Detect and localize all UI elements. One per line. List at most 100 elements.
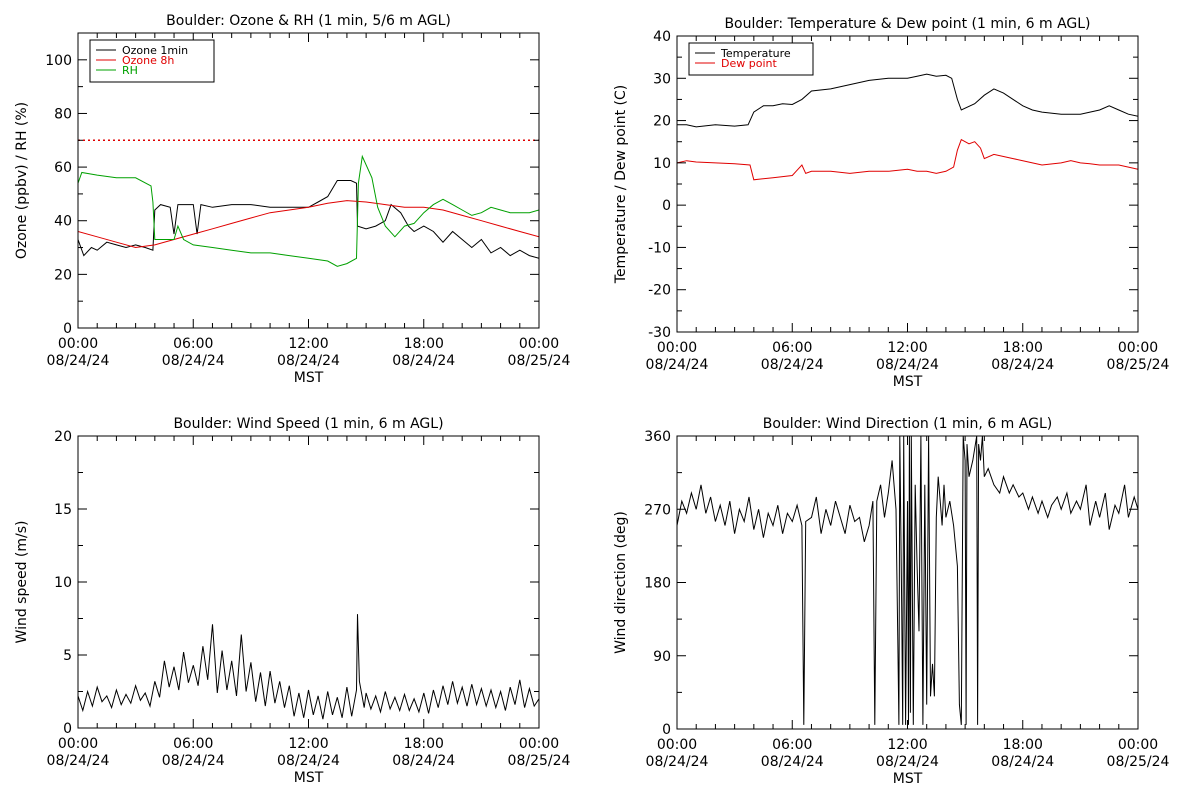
y-tick-label: 40 <box>54 214 72 230</box>
y-tick-label: 80 <box>54 106 72 122</box>
x-tick-label-date: 08/25/24 <box>508 753 571 769</box>
series-line-rh <box>78 154 539 267</box>
x-tick-label-date: 08/24/24 <box>876 754 939 770</box>
y-tick-label: 10 <box>653 156 671 172</box>
legend-label: Dew point <box>721 57 777 70</box>
y-tick-label: 20 <box>54 267 72 283</box>
x-tick-label-time: 06:00 <box>173 336 213 352</box>
x-axis-label: MST <box>893 771 923 787</box>
x-tick-label-date: 08/25/24 <box>1107 754 1170 770</box>
axis-ticks <box>77 32 540 329</box>
x-tick-label-date: 08/25/24 <box>508 353 571 369</box>
x-axis-label: MST <box>294 370 324 386</box>
series-layer <box>677 73 1138 181</box>
x-tick-label-time: 06:00 <box>772 737 812 753</box>
y-tick-label: 40 <box>653 29 671 45</box>
y-tick-label: 60 <box>54 160 72 176</box>
x-tick-label-date: 08/24/24 <box>646 357 709 373</box>
x-tick-label-time: 12:00 <box>288 336 328 352</box>
legend-box <box>89 39 215 83</box>
x-tick-label-time: 00:00 <box>657 737 697 753</box>
y-tick-label: 360 <box>644 429 671 445</box>
y-tick-label: 0 <box>63 321 72 337</box>
y-tick-label: 0 <box>662 198 671 214</box>
temp-dew-panel: Boulder: Temperature & Dew point (1 min,… <box>613 16 1170 390</box>
x-tick-label-time: 00:00 <box>58 336 98 352</box>
x-tick-label-date: 08/24/24 <box>47 353 110 369</box>
y-tick-label: 0 <box>662 722 671 738</box>
y-tick-label: 15 <box>54 502 72 518</box>
x-tick-label-time: 12:00 <box>288 736 328 752</box>
x-tick-label-date: 08/24/24 <box>761 357 824 373</box>
chart-title: Boulder: Wind Speed (1 min, 6 m AGL) <box>173 416 443 432</box>
y-tick-label: 0 <box>63 721 72 737</box>
x-tick-label-time: 00:00 <box>519 736 559 752</box>
x-tick-label-date: 08/24/24 <box>876 357 939 373</box>
y-tick-label: 20 <box>54 429 72 445</box>
y-tick-labels: 0 5 10 15 20 <box>54 429 72 737</box>
x-tick-label-date: 08/24/24 <box>277 353 340 369</box>
x-tick-label-time: 06:00 <box>173 736 213 752</box>
x-tick-label-time: 06:00 <box>772 340 812 356</box>
legend-label: Temperature <box>720 47 791 60</box>
x-tick-label-date: 08/24/24 <box>162 353 225 369</box>
x-tick-label-time: 18:00 <box>1003 340 1043 356</box>
x-tick-labels: 00:0008/24/2406:0008/24/2412:0008/24/241… <box>646 340 1170 373</box>
series-layer <box>677 436 1138 725</box>
series-line-wind-dir <box>677 436 1138 725</box>
series-layer <box>78 614 539 720</box>
axis-ticks <box>676 35 1139 333</box>
series-line-ozone-8h <box>78 200 539 249</box>
y-tick-label: -20 <box>648 283 671 299</box>
legend-label: Ozone 8h <box>122 54 174 67</box>
x-tick-label-time: 00:00 <box>519 336 559 352</box>
wind-direction-panel: Boulder: Wind Direction (1 min, 6 m AGL)… <box>613 416 1170 787</box>
x-tick-label-time: 18:00 <box>404 736 444 752</box>
y-axis-label: Ozone (ppbv) / RH (%) <box>14 102 30 259</box>
legend-label: RH <box>122 64 138 77</box>
axis-ticks <box>77 435 540 729</box>
series-line-ozone-1min <box>78 180 539 259</box>
x-axis-label: MST <box>294 770 324 786</box>
x-tick-labels: 00:0008/24/2406:0008/24/2412:0008/24/241… <box>47 736 571 769</box>
x-tick-label-date: 08/24/24 <box>991 357 1054 373</box>
x-tick-label-date: 08/24/24 <box>646 754 709 770</box>
y-tick-label: 270 <box>644 502 671 518</box>
y-tick-labels: 0 20 40 60 80 100 <box>45 53 72 337</box>
y-tick-labels: 0 90 180 270 360 <box>644 429 671 738</box>
x-tick-label-date: 08/24/24 <box>392 353 455 369</box>
series-line-wind-speed <box>78 614 539 720</box>
chart-title: Boulder: Temperature & Dew point (1 min,… <box>724 16 1090 32</box>
y-axis-label: Temperature / Dew point (C) <box>613 85 629 284</box>
y-tick-label: -10 <box>648 240 671 256</box>
ozone-rh-panel: Boulder: Ozone & RH (1 min, 5/6 m AGL) 0… <box>14 13 571 386</box>
x-tick-label-date: 08/24/24 <box>392 753 455 769</box>
x-tick-label-date: 08/24/24 <box>761 754 824 770</box>
series-layer <box>78 139 539 267</box>
x-tick-label-date: 08/24/24 <box>277 753 340 769</box>
y-tick-label: 5 <box>63 648 72 664</box>
legend-box <box>688 42 814 76</box>
series-line-temperature <box>677 73 1138 128</box>
x-tick-label-time: 18:00 <box>404 336 444 352</box>
x-tick-label-time: 00:00 <box>58 736 98 752</box>
wind-speed-panel: Boulder: Wind Speed (1 min, 6 m AGL) 00:… <box>14 416 571 786</box>
x-tick-label-time: 00:00 <box>1118 737 1158 753</box>
x-tick-labels: 00:0008/24/2406:0008/24/2412:0008/24/241… <box>646 737 1170 770</box>
x-tick-label-time: 12:00 <box>887 737 927 753</box>
x-tick-label-date: 08/25/24 <box>1107 357 1170 373</box>
x-tick-label-date: 08/24/24 <box>162 753 225 769</box>
axis-ticks <box>676 435 1139 730</box>
x-tick-label-date: 08/24/24 <box>991 754 1054 770</box>
x-axis-label: MST <box>893 374 923 390</box>
x-tick-labels: 00:0008/24/2406:0008/24/2412:0008/24/241… <box>47 336 571 369</box>
x-tick-label-time: 00:00 <box>1118 340 1158 356</box>
chart-title: Boulder: Wind Direction (1 min, 6 m AGL) <box>763 416 1052 432</box>
y-tick-label: 90 <box>653 649 671 665</box>
legend-label: Ozone 1min <box>122 44 188 57</box>
x-tick-label-date: 08/24/24 <box>47 753 110 769</box>
x-tick-label-time: 00:00 <box>657 340 697 356</box>
y-axis-label: Wind speed (m/s) <box>14 521 30 644</box>
